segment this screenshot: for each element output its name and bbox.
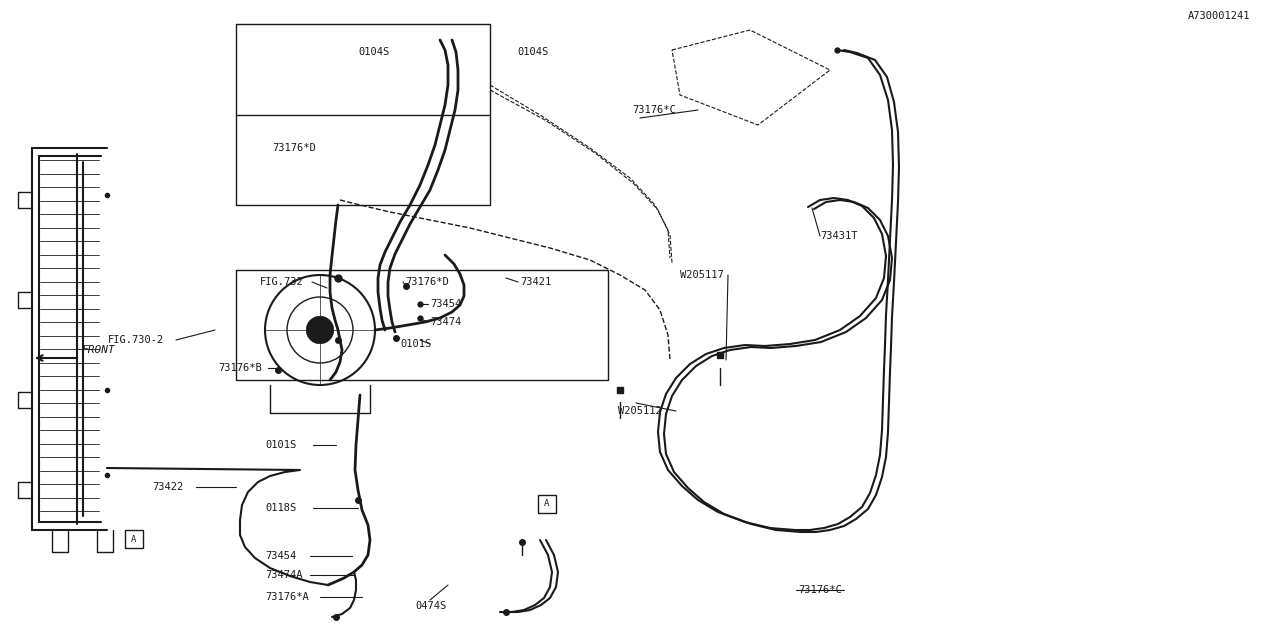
Text: 0101S: 0101S (399, 339, 431, 349)
Text: 0101S: 0101S (265, 440, 296, 450)
Text: 73431T: 73431T (820, 231, 858, 241)
Text: 73176*A: 73176*A (265, 592, 308, 602)
Text: 73176*B: 73176*B (218, 363, 261, 373)
Text: 73454: 73454 (265, 551, 296, 561)
Text: FIG.732: FIG.732 (260, 277, 303, 287)
Text: 73176*D: 73176*D (404, 277, 449, 287)
Text: 73474A: 73474A (265, 570, 302, 580)
Text: 73176*C: 73176*C (632, 105, 676, 115)
Text: FRONT: FRONT (82, 345, 115, 355)
Text: 73421: 73421 (520, 277, 552, 287)
Bar (538, 495, 556, 513)
Text: 0118S: 0118S (265, 503, 296, 513)
Text: 73176*C: 73176*C (797, 585, 842, 595)
Text: FIG.730-2: FIG.730-2 (108, 335, 164, 345)
Text: 73474: 73474 (430, 317, 461, 327)
Text: A: A (544, 499, 549, 509)
Bar (125, 530, 143, 548)
Text: 73176*D: 73176*D (273, 143, 316, 153)
Text: 0104S: 0104S (358, 47, 389, 57)
Circle shape (306, 316, 334, 344)
Text: A: A (132, 534, 137, 543)
Text: 73454: 73454 (430, 299, 461, 309)
Text: W205112: W205112 (618, 406, 662, 416)
Text: W205117: W205117 (680, 270, 723, 280)
Text: A730001241: A730001241 (1188, 11, 1251, 21)
Text: 0104S: 0104S (517, 47, 548, 57)
Text: 0474S: 0474S (415, 601, 447, 611)
Text: 73422: 73422 (152, 482, 183, 492)
